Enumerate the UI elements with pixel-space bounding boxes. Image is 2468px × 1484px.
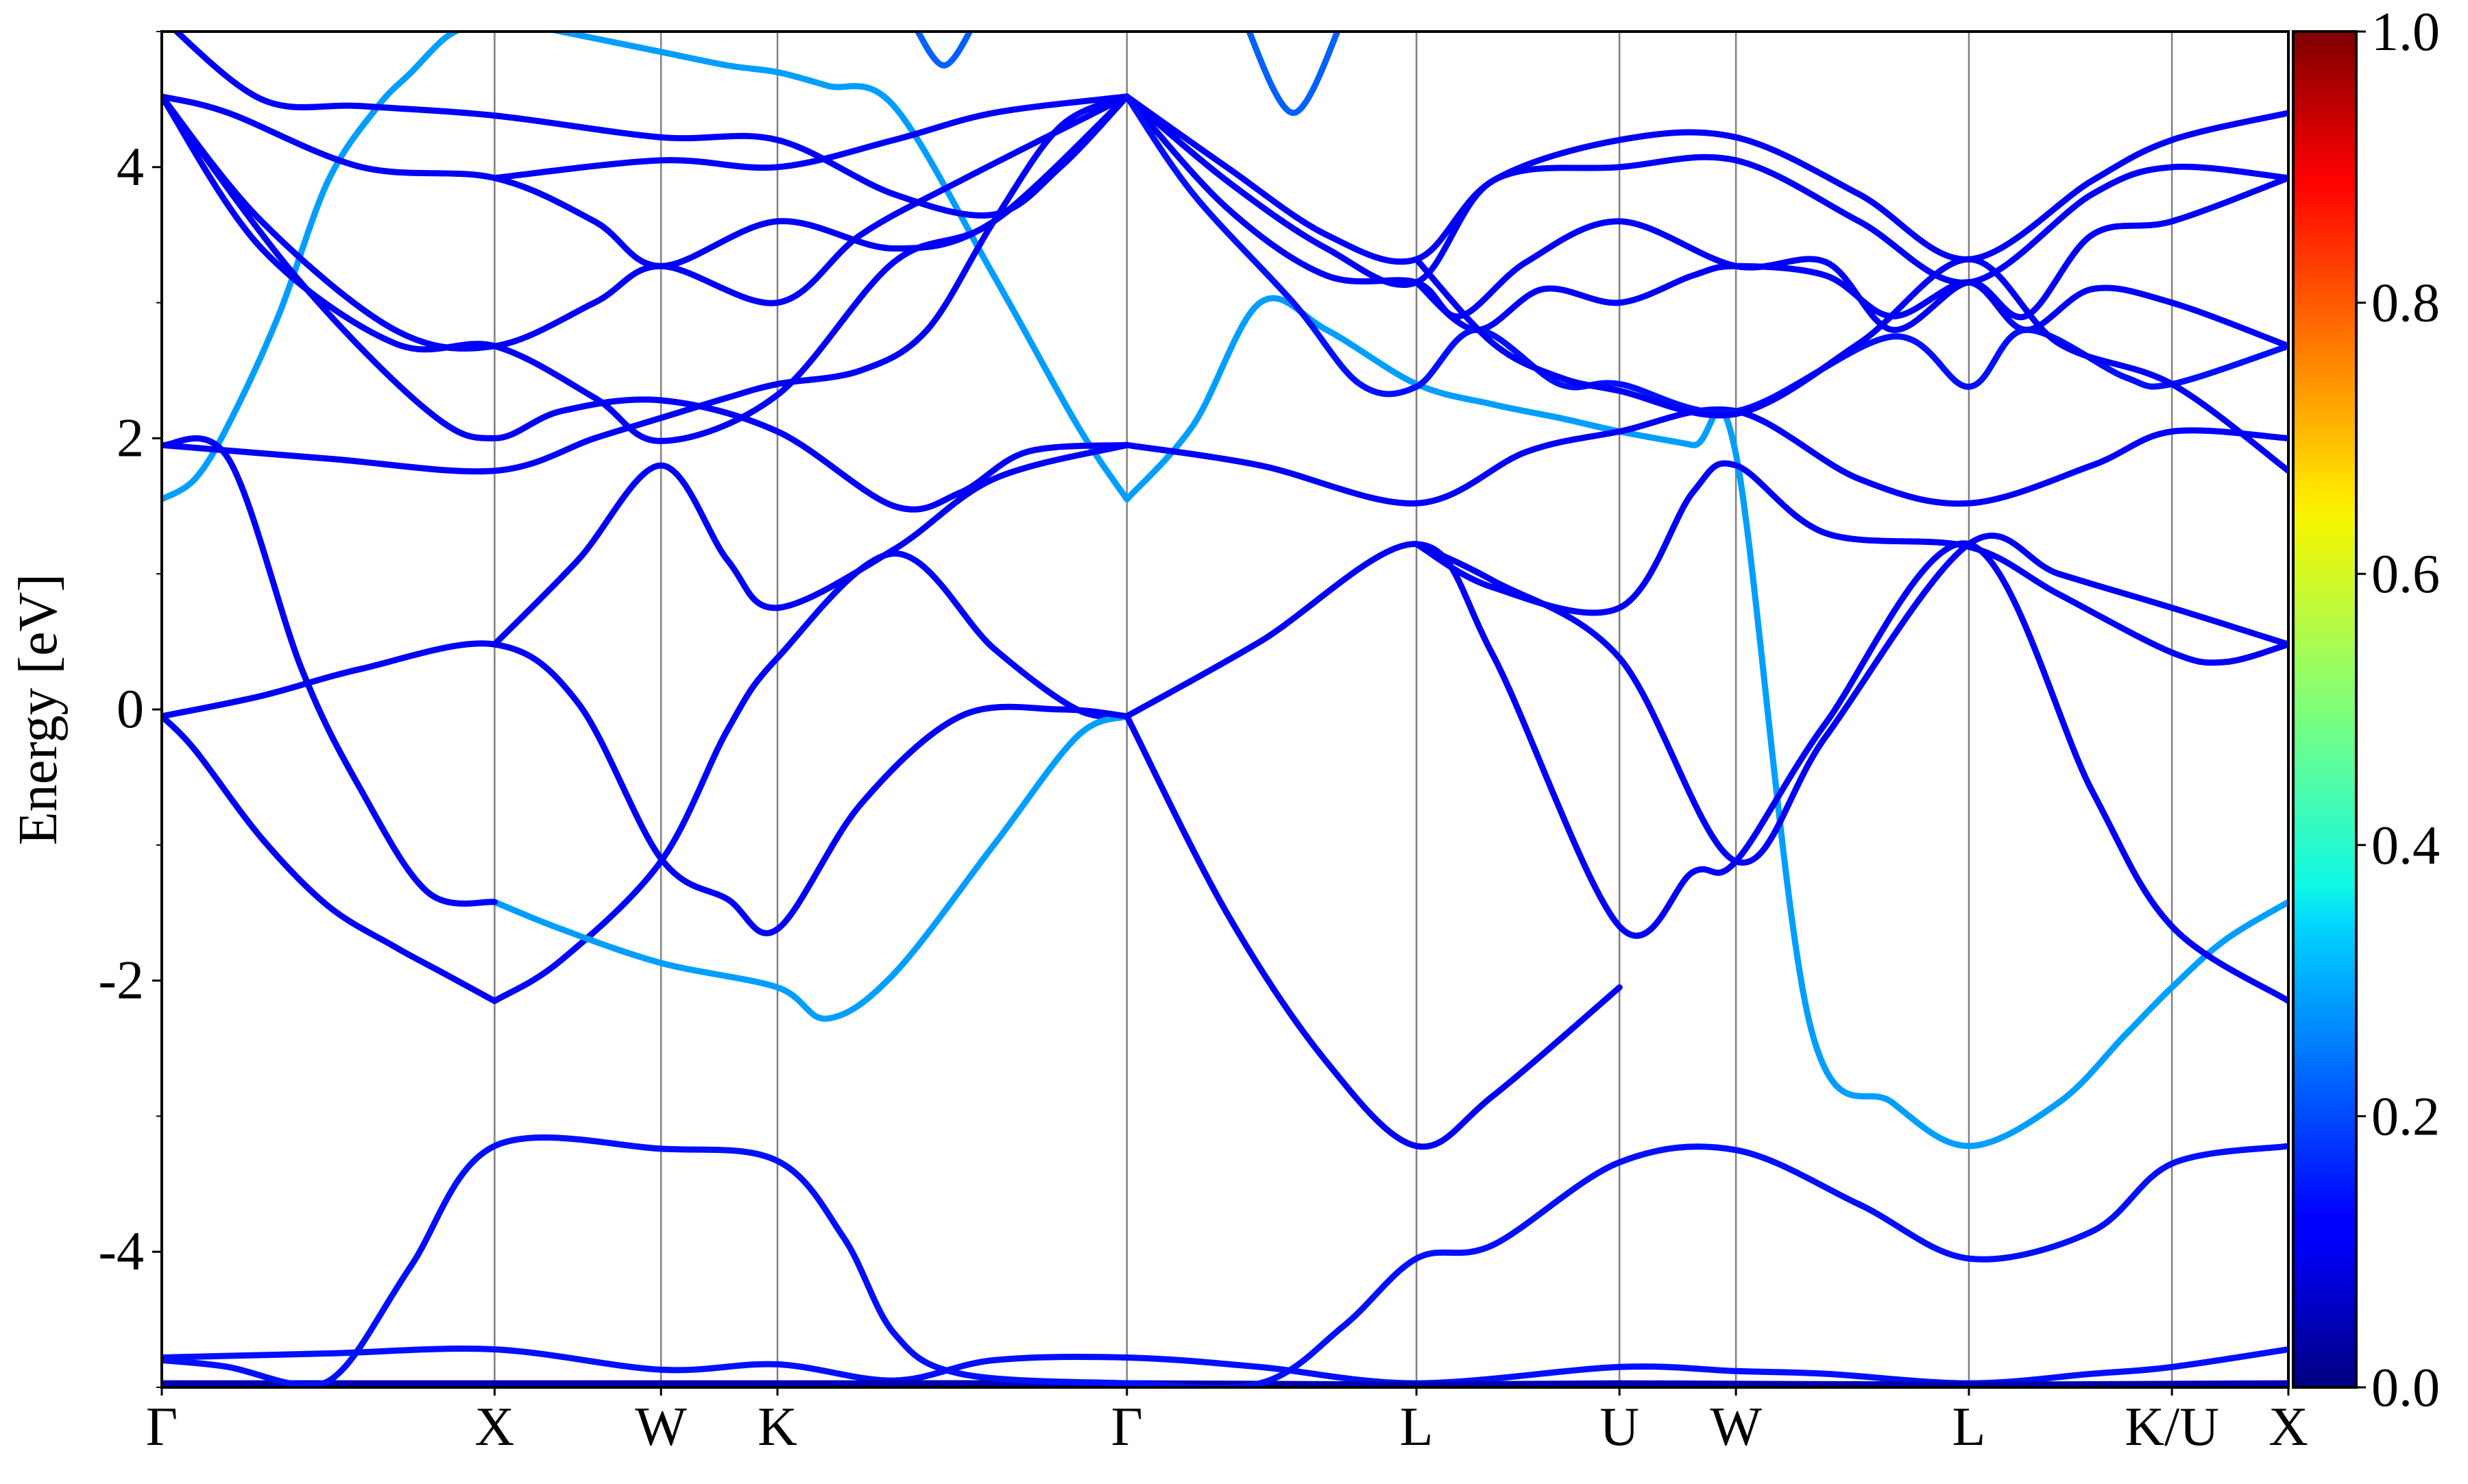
colorbar-tick-label: 1.0 xyxy=(2371,2,2440,62)
band-line xyxy=(1246,32,1341,117)
band-line xyxy=(1413,532,2288,866)
y-axis: -4 -2 0 2 4 xyxy=(98,31,162,1388)
band-line xyxy=(1413,263,2288,350)
y-tick-label: 0 xyxy=(117,679,144,740)
x-tick-label: W xyxy=(635,1397,687,1457)
y-tick-label: -2 xyxy=(98,951,144,1011)
bands-layer xyxy=(162,32,2288,1387)
band-line xyxy=(162,713,498,1004)
band-line xyxy=(1124,540,2288,1004)
x-tick-label: X xyxy=(475,1397,515,1457)
band-line xyxy=(162,93,1130,513)
colorbar-tick-label: 0.4 xyxy=(2371,816,2440,876)
x-tick-label: L xyxy=(1952,1397,1986,1457)
y-tick-label: -4 xyxy=(98,1221,144,1282)
colorbar-tick-label: 0.0 xyxy=(2371,1358,2440,1418)
colorbar: 0.0 0.2 0.4 0.6 0.8 1.0 xyxy=(2292,2,2440,1418)
band-line xyxy=(1124,713,1623,1150)
x-tick-label: U xyxy=(1599,1397,1639,1457)
band-line xyxy=(915,32,973,69)
x-tick-label: Γ xyxy=(1111,1397,1143,1457)
band-line xyxy=(491,550,1130,1004)
band-line xyxy=(162,32,1130,502)
band-line xyxy=(1413,460,2288,666)
band-line xyxy=(491,93,1130,182)
band-line xyxy=(1124,93,2288,289)
x-axis: Γ X W K Γ L U W L K/U X xyxy=(146,1387,2308,1457)
band-line xyxy=(172,32,1130,219)
band-line xyxy=(162,93,1130,269)
colorbar-tick-label: 0.8 xyxy=(2371,273,2440,334)
y-axis-label: Energy [eV] xyxy=(8,574,69,845)
x-tick-label: W xyxy=(1710,1397,1762,1457)
colorbar-ticks: 0.0 0.2 0.4 0.6 0.8 1.0 xyxy=(2356,2,2440,1418)
band-line xyxy=(162,93,1130,475)
colorbar-gradient xyxy=(2292,30,2358,1389)
band-line xyxy=(162,435,498,907)
band-line xyxy=(162,1134,2288,1387)
x-tick-label: K/U xyxy=(2125,1397,2219,1457)
y-tick-label: 2 xyxy=(117,408,144,468)
band-line xyxy=(491,441,1130,648)
y-tick-label: 4 xyxy=(117,137,144,197)
colorbar-tick-label: 0.2 xyxy=(2371,1086,2440,1147)
colorbar-tick-label: 0.6 xyxy=(2371,544,2440,605)
x-tick-label: K xyxy=(758,1397,797,1457)
x-tick-label: L xyxy=(1400,1397,1433,1457)
band-line xyxy=(1413,256,2288,474)
x-tick-label: X xyxy=(2269,1397,2308,1457)
band-line xyxy=(162,640,1130,936)
band-line xyxy=(1124,93,2288,265)
band-line xyxy=(491,713,1130,1022)
x-tick-label: Γ xyxy=(146,1397,178,1457)
band-line xyxy=(1124,295,2288,1150)
band-line xyxy=(162,1380,2288,1387)
